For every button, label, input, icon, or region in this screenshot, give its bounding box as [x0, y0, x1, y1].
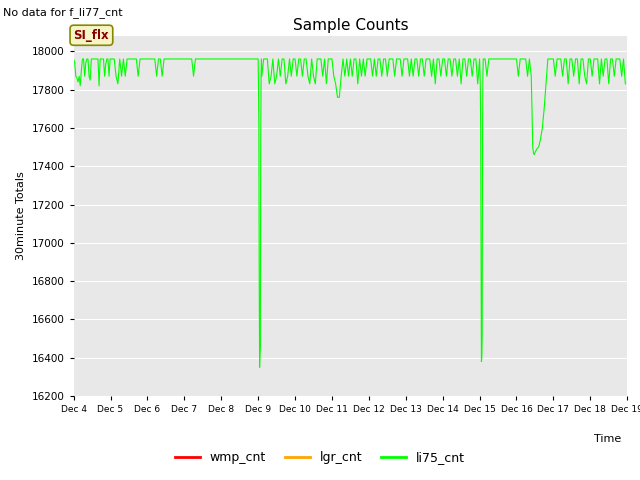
Legend: wmp_cnt, lgr_cnt, li75_cnt: wmp_cnt, lgr_cnt, li75_cnt — [170, 446, 470, 469]
Text: No data for f_li77_cnt: No data for f_li77_cnt — [3, 7, 123, 18]
Text: SI_flx: SI_flx — [74, 29, 109, 42]
Title: Sample Counts: Sample Counts — [292, 18, 408, 34]
Text: Time: Time — [593, 434, 621, 444]
Y-axis label: 30minute Totals: 30minute Totals — [16, 172, 26, 260]
